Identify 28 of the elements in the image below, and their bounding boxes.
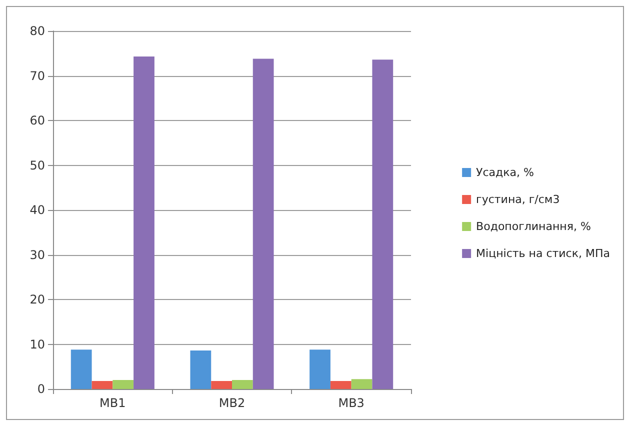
bar [134, 56, 154, 389]
y-tick-label: 70 [30, 68, 45, 83]
legend-label: густина, г/см3 [476, 193, 560, 206]
bar [112, 380, 134, 389]
legend-label: Міцність на стиск, МПа [476, 247, 610, 260]
bar [351, 379, 372, 389]
x-tick-label: МВ3 [338, 396, 364, 410]
y-tick-label: 30 [30, 248, 45, 262]
y-tick-label: 60 [30, 114, 45, 128]
y-tick-label: 80 [30, 24, 45, 38]
bar [252, 58, 274, 389]
y-tick-label: 10 [30, 337, 45, 352]
y-tick-label: 40 [30, 203, 45, 217]
y-tick-label: 20 [30, 292, 45, 306]
bar [330, 380, 352, 389]
bar [372, 60, 394, 389]
y-tick-label: 50 [30, 158, 45, 172]
bar [70, 350, 92, 389]
legend-label: Водопоглинання, % [476, 220, 591, 233]
x-tick-label: МВ1 [100, 396, 126, 410]
bar [211, 380, 232, 389]
bar [92, 380, 113, 389]
bar [232, 380, 253, 389]
legend-label: Усадка, % [476, 166, 534, 179]
x-tick-label: МВ2 [218, 396, 246, 410]
bar [310, 350, 330, 389]
bar [190, 350, 212, 389]
y-tick-label: 0 [37, 382, 45, 396]
